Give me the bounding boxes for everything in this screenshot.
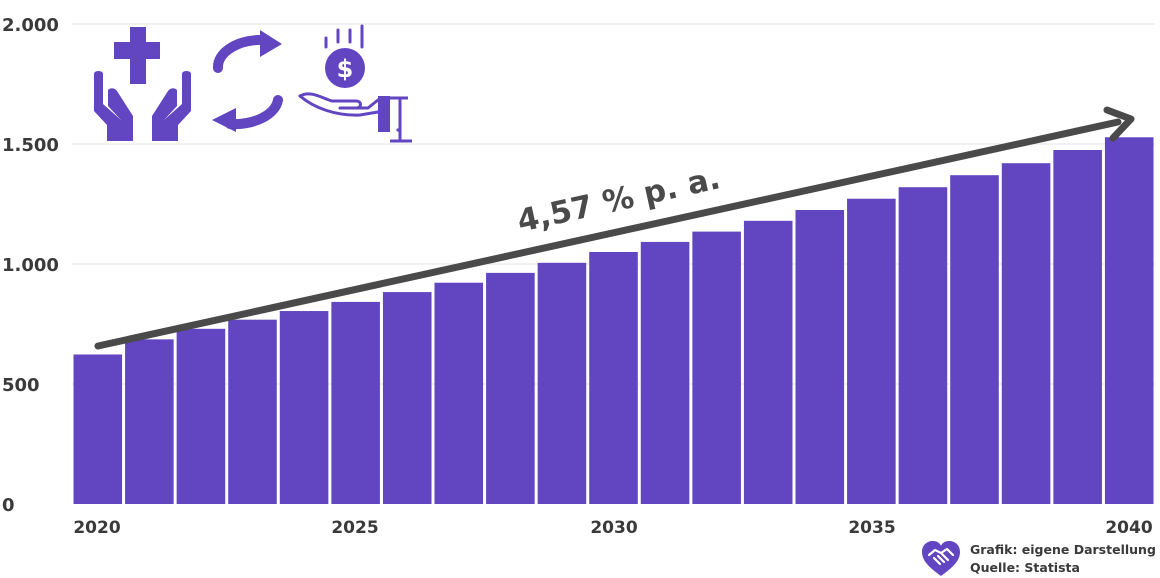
coin-hand-icon: $ (298, 24, 412, 143)
bar-2026 (382, 292, 432, 504)
cycle-arrows-icon (212, 30, 283, 132)
y-tick-label: 1.000 (2, 255, 59, 276)
y-tick-label: 1.500 (2, 135, 59, 156)
bar-2027 (434, 282, 484, 504)
bar-2024 (279, 311, 329, 504)
svg-text:$: $ (337, 55, 354, 83)
x-tick-label: 2020 (73, 518, 120, 538)
bar-2028 (486, 272, 535, 504)
bar-2037 (950, 175, 999, 504)
bar-2020 (73, 354, 123, 504)
bar-2034 (795, 210, 845, 504)
bar-2021 (125, 339, 174, 504)
handshake-heart-icon (922, 541, 960, 576)
trend-arrow-line (94, 118, 1122, 350)
credit-line-source: Quelle: Statista (970, 560, 1080, 575)
x-tick-label: 2030 (590, 518, 637, 538)
bar-2032 (692, 231, 741, 504)
growth-rate-annotation: 4,57 % p. a. (514, 160, 724, 240)
x-tick-label: 2025 (331, 518, 378, 538)
trend-arrow (94, 106, 1135, 350)
y-axis: 0 500 1.000 1.500 2.000 (2, 15, 59, 516)
bar-2040 (1104, 137, 1154, 504)
credit-text: Grafik: eigene Darstellung Quelle: Stati… (970, 541, 1156, 577)
x-tick-label: 2035 (848, 518, 895, 538)
bar-2039 (1053, 150, 1102, 504)
bar-2033 (743, 220, 793, 505)
x-axis: 2020 2025 2030 2035 2040 (73, 518, 1152, 538)
y-tick-label: 0 (2, 495, 15, 516)
bar-2035 (847, 198, 896, 504)
bar-2031 (640, 241, 690, 505)
bar-2030 (589, 252, 638, 504)
bar-2022 (176, 328, 226, 504)
bar-2036 (898, 187, 948, 504)
caring-hands-cross-icon (94, 27, 191, 141)
bar-2025 (331, 301, 380, 504)
bar-2038 (1001, 163, 1051, 504)
y-tick-label: 500 (2, 375, 40, 396)
credit-line-graphic: Grafik: eigene Darstellung (970, 542, 1156, 557)
bars (73, 137, 1154, 505)
bar-2029 (537, 262, 587, 504)
y-tick-label: 2.000 (2, 15, 59, 36)
source-credit: Grafik: eigene Darstellung Quelle: Stati… (920, 540, 1156, 578)
x-tick-label: 2040 (1105, 518, 1152, 538)
bar-2023 (228, 319, 277, 504)
trend-arrow-head (1103, 106, 1135, 142)
